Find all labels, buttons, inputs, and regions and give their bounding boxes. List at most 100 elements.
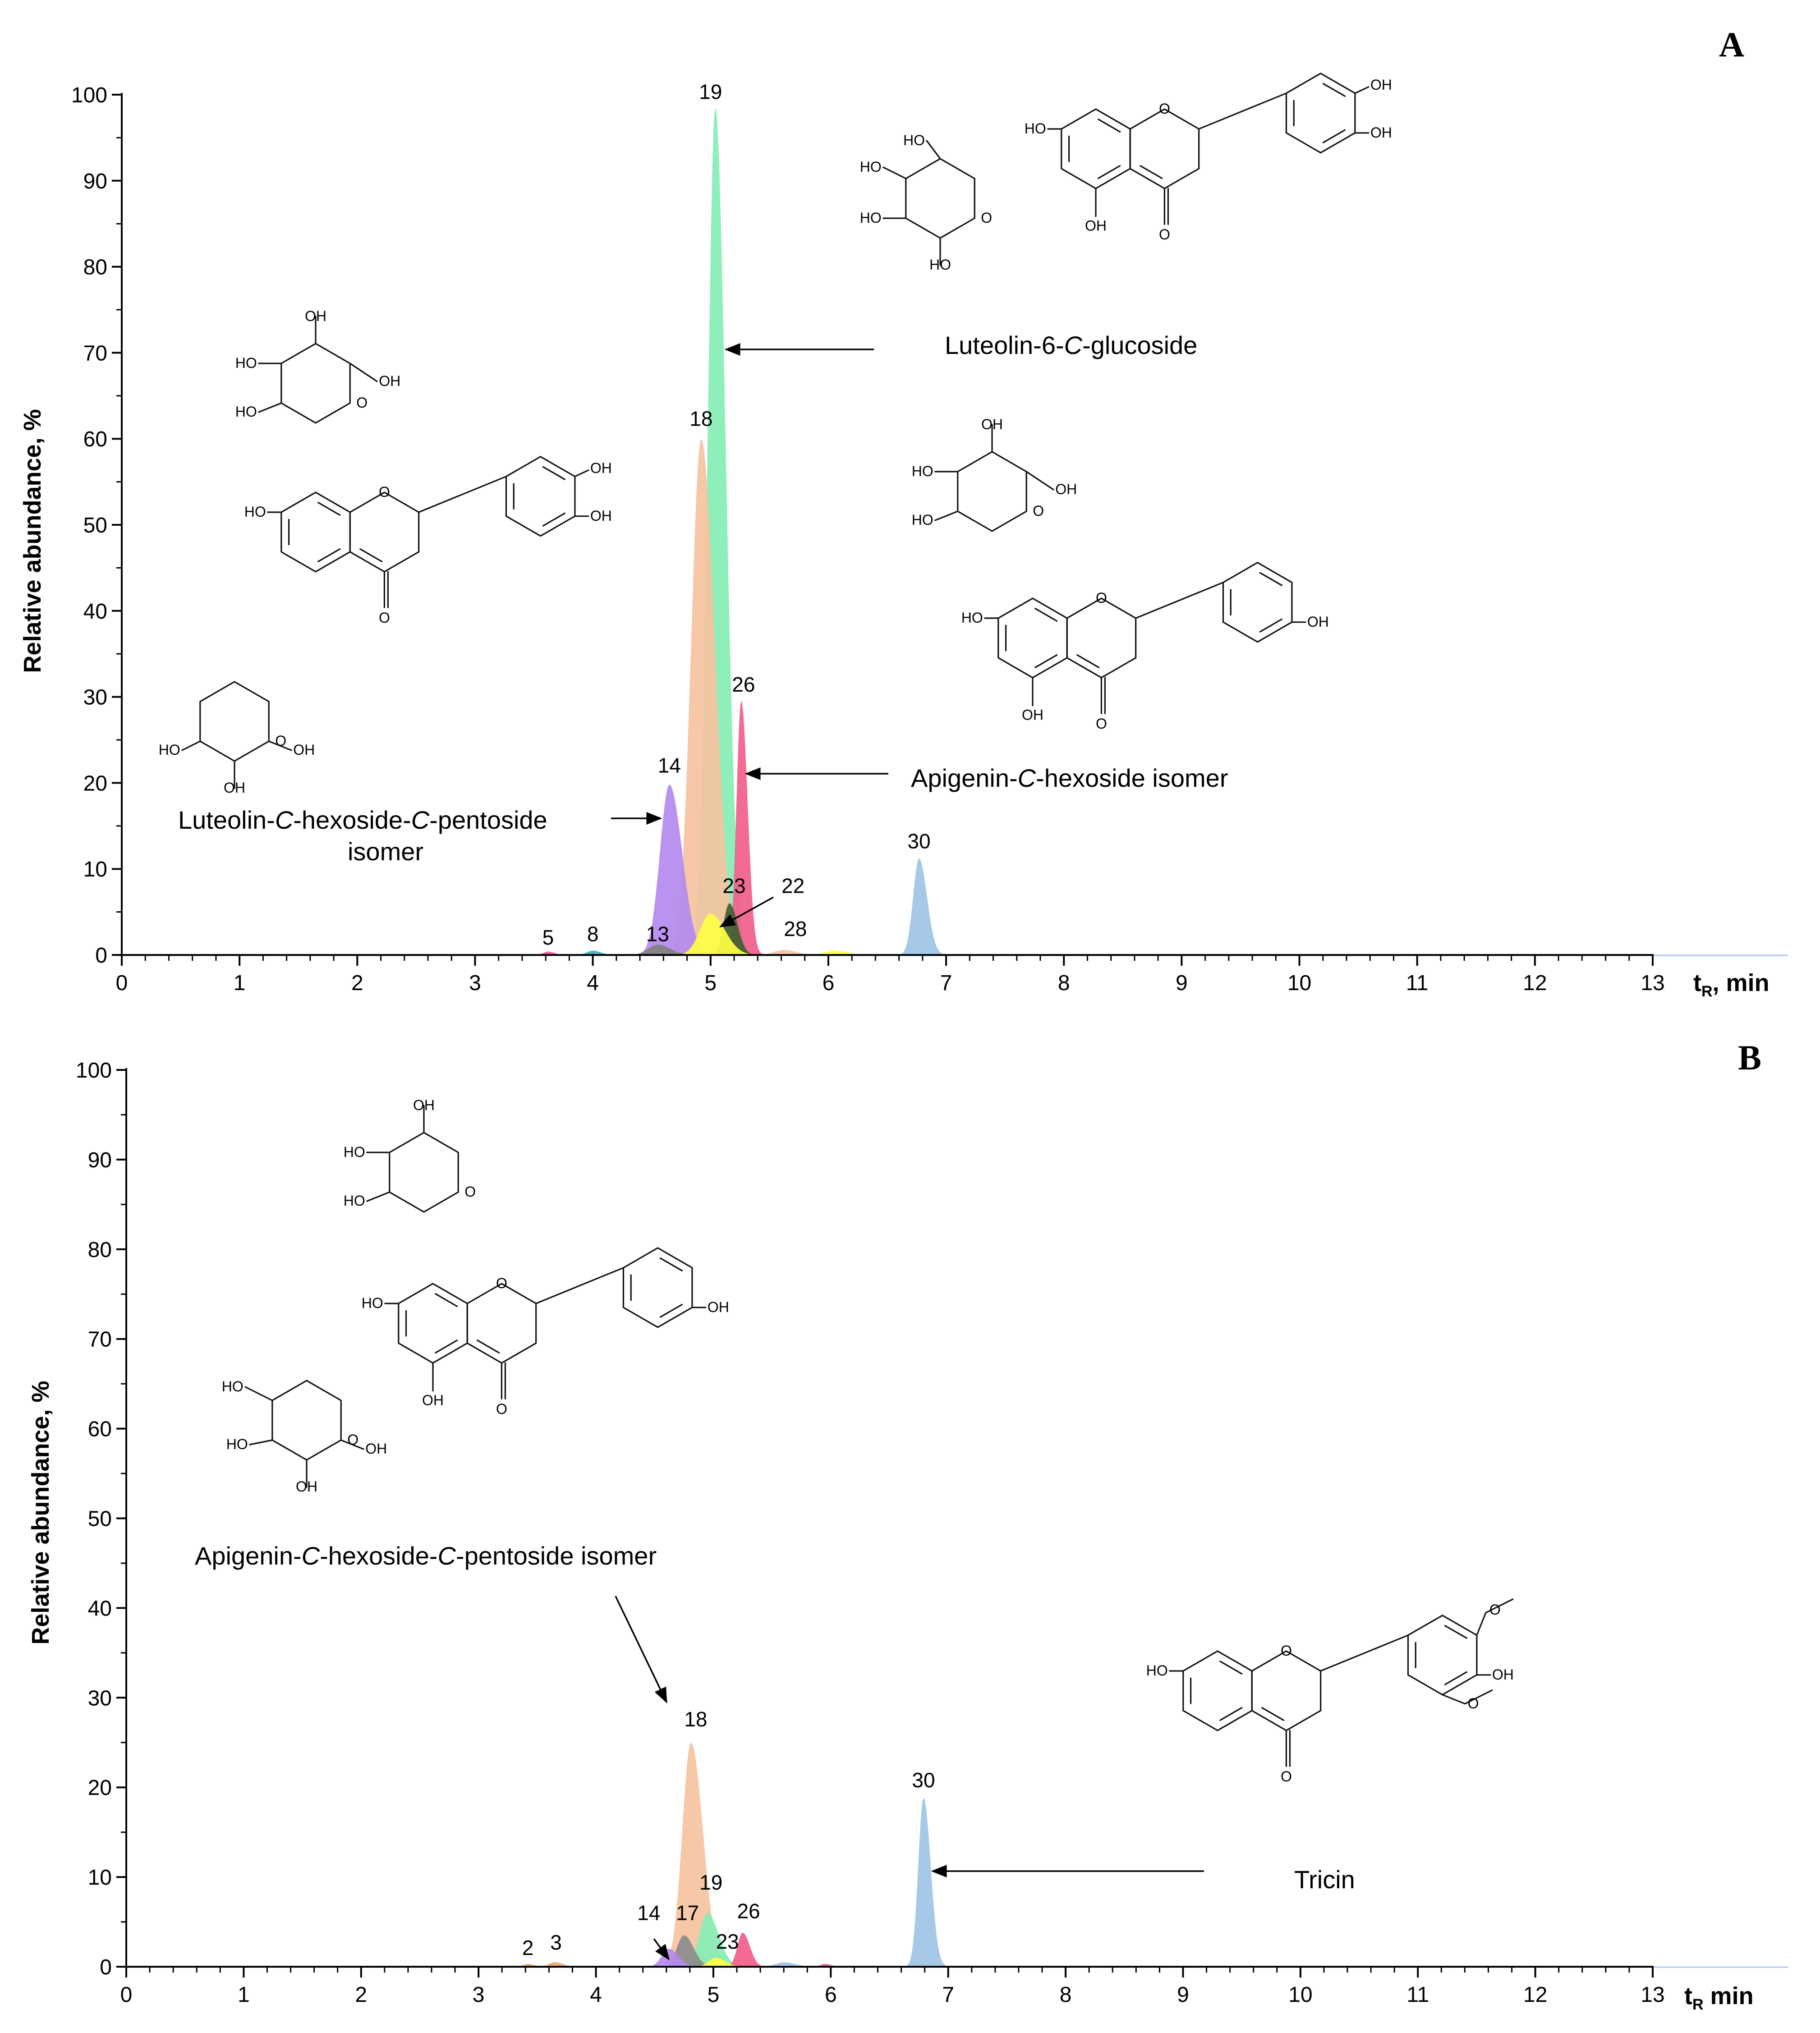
x-tick-label-11: 11 [1406,971,1429,995]
peak-label-22: 22 [781,874,804,898]
svg-text:OH: OH [1492,1666,1514,1683]
svg-text:OH: OH [422,1392,444,1409]
structure-glucose-1: O HO HO HO HO [860,132,992,273]
x-tick-label-12: 12 [1523,971,1547,995]
y-tick-label-80: 80 [83,256,107,280]
peak-label-19: 19 [699,1871,722,1894]
svg-text:O: O [379,484,390,500]
svg-text:O: O [1281,1768,1292,1785]
x-tick-label-4: 4 [590,1983,602,2007]
x-tick-label-10: 10 [1287,971,1311,995]
panel-b-peaks [122,1742,1788,1968]
peak-minor-8-b [749,1962,829,1967]
peak-label-30: 30 [912,1768,935,1792]
peak-label-13: 13 [646,922,669,945]
svg-text:OH: OH [981,416,1003,432]
y-tick-label-100: 100 [71,83,107,107]
y-tick-label-100: 100 [76,1059,112,1083]
svg-text:O: O [496,1275,507,1291]
peak-label-26: 26 [732,673,755,696]
svg-text:OH: OH [293,742,315,758]
structure-apigenin-c-hexoside: O O HO OH OH [961,562,1329,732]
tricin-label: Tricin [1294,1865,1355,1894]
svg-text:O: O [1033,503,1044,519]
svg-text:O: O [464,1184,476,1200]
svg-text:HO: HO [159,742,180,758]
y-tick-label-80: 80 [88,1238,112,1262]
y-tick-label-90: 90 [83,170,107,193]
svg-text:O: O [1489,1602,1501,1618]
luteolin-c-hexoside-c-pentoside-label: Luteolin-C-hexoside-C-pentoside [178,806,547,834]
x-tick-label-2: 2 [351,971,363,995]
peak-label-19: 19 [699,80,722,104]
svg-text:HO: HO [1146,1662,1168,1679]
arrow-peak-22 [719,896,774,927]
peak-label-30: 30 [907,829,930,853]
svg-text:HO: HO [912,463,933,479]
y-tick-label-0: 0 [100,1955,112,1979]
peak-28-a [744,950,836,955]
peak-label-26: 26 [737,1900,760,1923]
svg-text:HO: HO [222,1378,244,1395]
x-tick-label-3: 3 [469,971,481,995]
peak-label-23: 23 [722,874,745,898]
x-tick-label-9: 9 [1177,1983,1189,2007]
y-tick-label-70: 70 [88,1328,112,1352]
peak-17-b [654,1935,723,1967]
svg-text:O: O [1468,1695,1479,1712]
x-tick-label-0: 0 [120,1983,133,2007]
y-tick-label-40: 40 [83,600,107,624]
peak-label-17: 17 [676,1901,699,1925]
y-tick-label-20: 20 [83,771,107,795]
y-tick-label-20: 20 [88,1776,112,1800]
svg-text:HO: HO [226,1436,248,1452]
svg-text:HO: HO [860,159,882,175]
peak-23-b [686,1958,755,1967]
peak-minor-10-b [805,1964,851,1967]
x-tick-label-2: 2 [355,1983,367,2007]
svg-text:OH: OH [379,373,400,389]
peak-18-b [654,1742,740,1967]
panel-a-annotations: Luteolin-6-C-glucoside Apigenin-C-hexosi… [178,331,1228,927]
x-tick-label-7: 7 [940,971,952,995]
x-tick-label-1: 1 [238,1983,250,2007]
peak-label-3: 3 [550,1931,562,1954]
x-tick-label-0: 0 [116,971,128,995]
svg-text:HO: HO [244,504,266,520]
peak-label-18: 18 [689,407,712,431]
panel-a-x-axis-title: tR, min [1693,969,1769,1000]
y-tick-label-90: 90 [88,1148,112,1172]
peak-22-a [704,903,762,955]
x-tick-label-4: 4 [587,971,599,995]
peak-5-a [528,951,574,955]
svg-text:O: O [356,395,368,411]
svg-text:HO: HO [344,1193,365,1209]
peak-19-a [683,107,758,955]
x-tick-label-11: 11 [1406,1983,1429,2007]
peak-19-b [673,1913,753,1967]
panel-b-annotations: Apigenin-C-hexoside-C-pentoside isomer T… [195,1542,1355,1960]
svg-text:OH: OH [1307,614,1329,630]
peak-26-b [720,1932,772,1967]
peak-label-23: 23 [716,1930,739,1953]
svg-text:OH: OH [1055,481,1077,497]
apigenin-c-hexoside-isomer-label: Apigenin-C-hexoside isomer [911,764,1228,792]
x-tick-label-6: 6 [825,1983,837,2007]
svg-text:OH: OH [1370,124,1392,141]
y-tick-label-70: 70 [83,341,107,365]
svg-text:OH: OH [708,1299,729,1315]
panel-b-letter: B [1738,1038,1761,1077]
svg-text:OH: OH [365,1441,387,1457]
x-tick-label-12: 12 [1523,1983,1547,2007]
peak-8-a [568,950,625,955]
svg-text:O: O [981,210,992,226]
structure-hexose-b: O OH HO HO OH [912,416,1077,532]
peak-13-a [618,945,710,955]
x-tick-label-10: 10 [1288,1983,1312,2007]
peak-label-14: 14 [658,754,681,777]
